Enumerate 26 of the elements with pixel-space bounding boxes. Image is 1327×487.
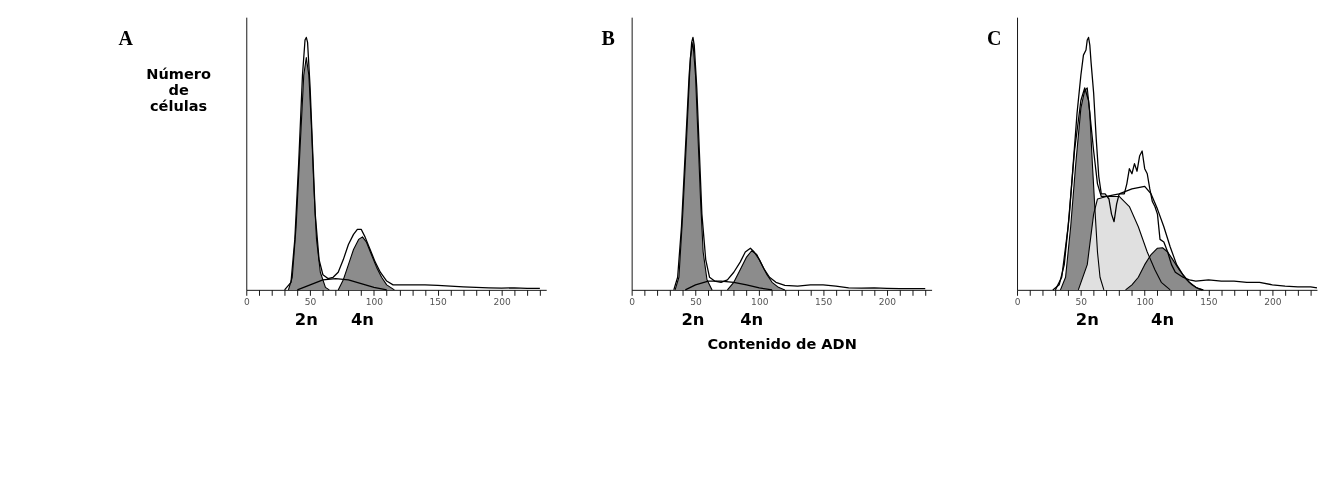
chart-title: A (118, 27, 134, 50)
x-tick-label: 50 (304, 296, 317, 307)
text: 4n (1151, 310, 1175, 330)
x-tick-label: 0 (1014, 296, 1021, 307)
text: 4n (350, 310, 374, 330)
x-tick-label: 50 (690, 296, 702, 307)
text: 2n (1075, 310, 1099, 330)
x-axis-title: Contenido de ADN (707, 336, 857, 353)
x-tick-label: 0 (629, 296, 636, 307)
chart-title: C (986, 27, 1002, 50)
x-tick-label: 100 (751, 296, 769, 307)
x-tick-label: 150 (1200, 296, 1218, 307)
text: 2n (294, 310, 318, 330)
text: 2n (681, 310, 705, 330)
x-tick-label: 50 (1075, 296, 1088, 307)
x-tick-label: 100 (365, 296, 384, 307)
x-tick-label: 200 (493, 296, 511, 307)
text: 4n (740, 310, 764, 330)
x-tick-label: 200 (1264, 296, 1282, 307)
chart-title: B (601, 27, 615, 50)
x-tick-label: 0 (243, 296, 250, 307)
x-tick-label: 100 (1136, 296, 1155, 307)
x-tick-label: 150 (814, 296, 833, 307)
y-axis-title: Número de células (146, 65, 211, 115)
x-tick-label: 200 (878, 296, 897, 307)
x-tick-label: 150 (429, 296, 448, 307)
